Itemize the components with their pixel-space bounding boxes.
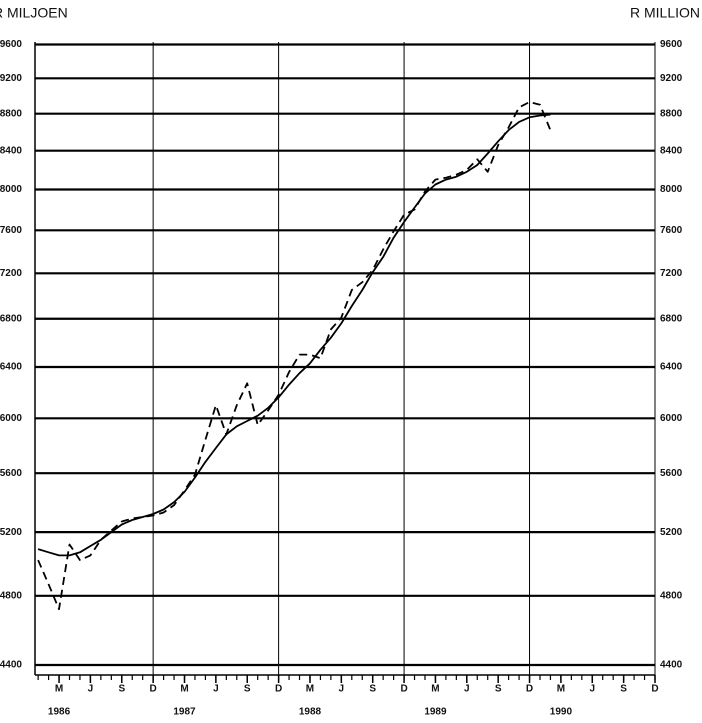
x-tick-label: S: [620, 684, 627, 695]
y-tick-label-left: 9200: [0, 73, 22, 84]
y-tick-label-right: 8800: [660, 108, 683, 119]
x-tick-label: D: [526, 684, 533, 695]
y-tick-label-right: 6800: [660, 313, 683, 324]
x-tick-label: M: [431, 684, 439, 695]
x-tick-label: M: [55, 684, 63, 695]
x-tick-label: M: [180, 684, 188, 695]
x-tick-label: J: [339, 684, 345, 695]
title-left: R MILJOEN: [0, 5, 68, 21]
y-tick-label-right: 8000: [660, 184, 683, 195]
y-tick-label-right: 4400: [660, 660, 683, 671]
x-tick-label: D: [400, 684, 407, 695]
y-tick-label-left: 5200: [0, 527, 22, 538]
y-tick-label-left: 8400: [0, 145, 22, 156]
y-tick-label-right: 4800: [660, 590, 683, 601]
x-tick-label: D: [651, 684, 658, 695]
y-tick-label-right: 9600: [660, 39, 683, 50]
x-tick-label: M: [306, 684, 314, 695]
year-label: 1986: [48, 707, 71, 718]
x-tick-label: J: [213, 684, 219, 695]
x-tick-label: J: [464, 684, 470, 695]
series-line: [37, 101, 552, 611]
year-label: 1990: [550, 707, 573, 718]
y-tick-label-right: 6400: [660, 362, 683, 373]
x-tick-label: S: [495, 684, 502, 695]
y-tick-label-right: 7200: [660, 268, 683, 279]
y-tick-label-right: 5600: [660, 468, 683, 479]
y-tick-label-left: 5600: [0, 468, 22, 479]
year-label: 1987: [173, 707, 196, 718]
y-tick-label-left: 7600: [0, 225, 22, 236]
year-label: 1989: [424, 707, 447, 718]
y-tick-label-left: 8800: [0, 108, 22, 119]
y-tick-label-left: 8000: [0, 184, 22, 195]
y-tick-label-left: 7200: [0, 268, 22, 279]
series-line: [37, 113, 551, 557]
x-tick-label: D: [150, 684, 157, 695]
y-tick-label-left: 4400: [0, 660, 22, 671]
x-tick-label: S: [118, 684, 125, 695]
x-tick-label: M: [557, 684, 565, 695]
title-right: R MILLION: [630, 5, 700, 21]
y-tick-label-right: 8400: [660, 145, 683, 156]
y-tick-label-left: 4800: [0, 590, 22, 601]
x-tick-label: S: [244, 684, 251, 695]
y-tick-label-left: 6800: [0, 313, 22, 324]
y-tick-label-right: 9200: [660, 73, 683, 84]
x-tick-label: J: [88, 684, 94, 695]
year-label: 1988: [299, 707, 322, 718]
y-tick-label-right: 7600: [660, 225, 683, 236]
y-tick-label-left: 6000: [0, 413, 22, 424]
x-tick-label: J: [589, 684, 595, 695]
y-tick-label-right: 5200: [660, 527, 683, 538]
y-tick-label-left: 6400: [0, 362, 22, 373]
y-tick-label-left: 9600: [0, 39, 22, 50]
x-tick-label: D: [275, 684, 282, 695]
y-tick-label-right: 6000: [660, 413, 683, 424]
x-tick-label: S: [369, 684, 376, 695]
